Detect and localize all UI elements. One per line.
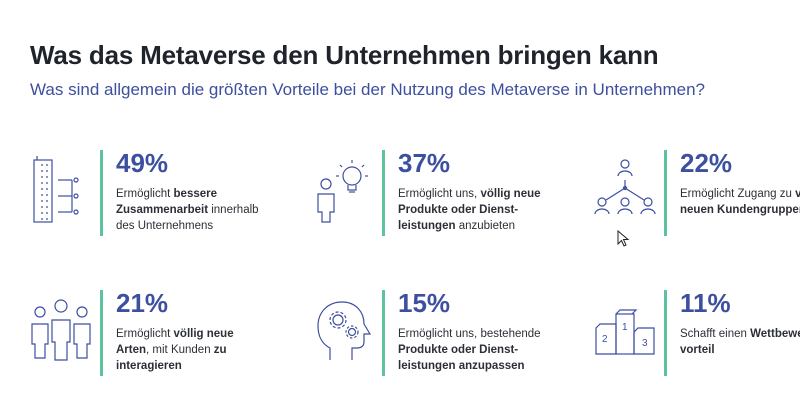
head-gears-icon xyxy=(310,290,376,370)
desc-text: Ermöglicht uns, xyxy=(398,188,481,200)
people-group-icon xyxy=(28,290,94,370)
podium-label-first: 1 xyxy=(622,322,628,333)
podium-label-third: 3 xyxy=(642,338,648,349)
desc-text: anzubieten xyxy=(455,220,515,232)
accent-bar xyxy=(100,290,103,376)
desc-text-bold: zu interagieren xyxy=(116,344,227,372)
stat-description: Ermöglicht uns, völlig neue Produkte ode… xyxy=(398,186,548,234)
stat-value: 21% xyxy=(116,288,169,318)
stat-value: 15% xyxy=(398,288,451,318)
stat-card-new-products: 37% Ermöglicht uns, völlig neue Produkte… xyxy=(310,148,550,240)
desc-text: Ermöglicht uns, bestehende xyxy=(398,328,541,340)
podium-label-second: 2 xyxy=(602,334,608,345)
person-lightbulb-icon xyxy=(310,150,376,230)
desc-text: Ermöglicht xyxy=(116,328,174,340)
people-hierarchy-icon xyxy=(592,150,658,230)
desc-text-bold: Produkte oder Dienst-leistungen anzupass… xyxy=(398,344,525,372)
accent-bar xyxy=(100,150,103,236)
stat-description: Ermöglicht bessere Zusammenarbeit innerh… xyxy=(116,186,266,234)
stat-value: 22% xyxy=(680,148,733,178)
desc-text-bold: völlig neuen Kundengruppen xyxy=(680,188,800,216)
desc-text-bold: völlig neue Produkte oder Dienst-leistun… xyxy=(398,188,541,232)
stat-description: Ermöglicht völlig neue Arten, mit Kunden… xyxy=(116,326,266,374)
desc-text-bold: bessere Zusammenarbeit xyxy=(116,188,218,216)
desc-text: innerhalb des Unternehmens xyxy=(116,204,259,232)
stat-card-adapt-products: 15% Ermöglicht uns, bestehende Produkte … xyxy=(310,288,550,380)
desc-text-bold: völlig neue Arten xyxy=(116,328,234,356)
page-title: Was das Metaverse den Unternehmen bringe… xyxy=(30,40,659,70)
desc-text: Schafft einen xyxy=(680,328,751,340)
accent-bar xyxy=(382,290,385,376)
desc-text-bold: Wettbewerbs-vorteil xyxy=(680,328,800,356)
accent-bar xyxy=(664,150,667,236)
stat-card-collaboration: 49% Ermöglicht bessere Zusammenarbeit in… xyxy=(28,148,268,240)
desc-text: , mit Kunden xyxy=(146,344,214,356)
stat-card-customer-interaction: 21% Ermöglicht völlig neue Arten, mit Ku… xyxy=(28,288,268,380)
podium-icon: 2 1 3 xyxy=(592,290,658,370)
accent-bar xyxy=(382,150,385,236)
stat-description: Schafft einen Wettbewerbs-vorteil xyxy=(680,326,800,358)
stat-description: Ermöglicht Zugang zu völlig neuen Kunden… xyxy=(680,186,800,218)
stat-card-competitive-advantage: 2 1 3 11% Schafft einen Wettbewerbs-vort… xyxy=(592,288,800,380)
accent-bar xyxy=(664,290,667,376)
desc-text: Ermöglicht xyxy=(116,188,174,200)
stat-card-new-customers: 22% Ermöglicht Zugang zu völlig neuen Ku… xyxy=(592,148,800,240)
building-network-icon xyxy=(28,150,94,230)
stat-value: 49% xyxy=(116,148,169,178)
stat-description: Ermöglicht uns, bestehende Produkte oder… xyxy=(398,326,548,374)
page-subtitle: Was sind allgemein die größten Vorteile … xyxy=(30,80,706,99)
stat-value: 11% xyxy=(680,288,731,318)
desc-text: Ermöglicht Zugang zu xyxy=(680,188,796,200)
mouse-cursor-icon xyxy=(617,229,631,248)
stat-value: 37% xyxy=(398,148,451,178)
